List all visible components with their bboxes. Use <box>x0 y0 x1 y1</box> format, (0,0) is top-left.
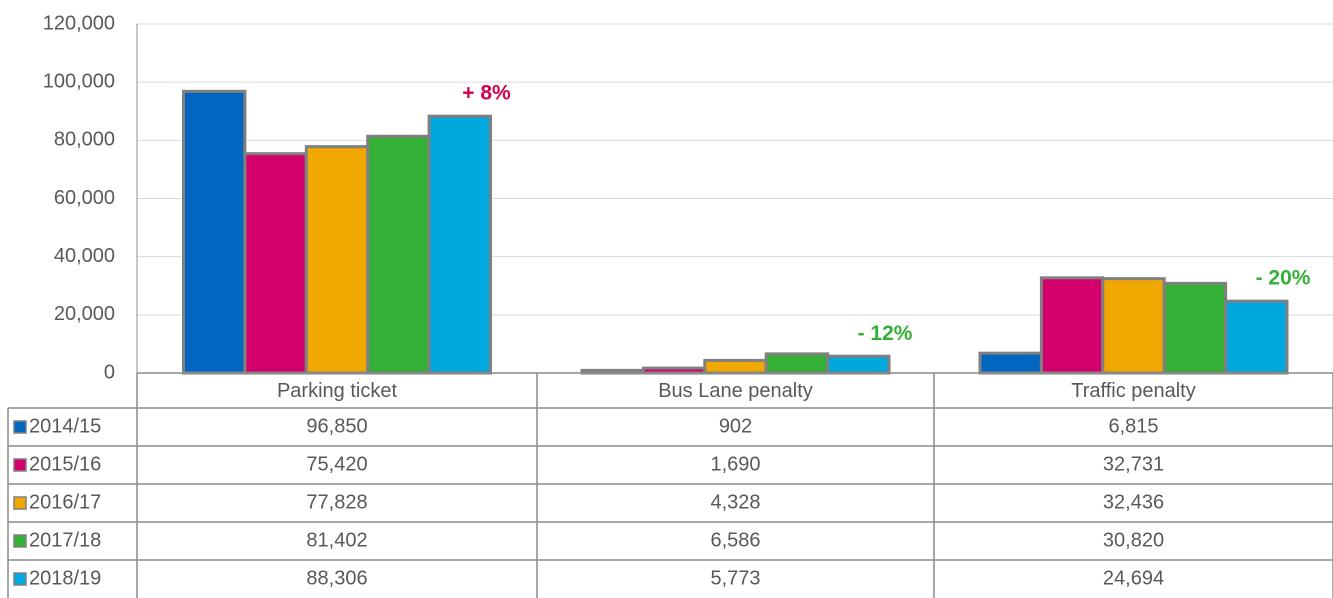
y-tick-label: 100,000 <box>43 70 115 92</box>
y-tick-label: 40,000 <box>54 245 115 267</box>
table-value: 6,586 <box>710 529 760 551</box>
table-value: 96,850 <box>306 415 367 437</box>
table-value: 24,694 <box>1103 567 1164 589</box>
table-value: 30,820 <box>1103 529 1164 551</box>
table-value: 902 <box>719 415 752 437</box>
table-value: 32,436 <box>1103 491 1164 513</box>
table-value: 88,306 <box>306 567 367 589</box>
bar <box>1162 281 1228 375</box>
table-value: 1,690 <box>710 453 760 475</box>
legend-label: 2016/17 <box>29 491 101 513</box>
bar <box>243 152 308 375</box>
x-tick-label: Bus Lane penalty <box>658 380 813 402</box>
table-value: 81,402 <box>306 529 367 551</box>
legend-key <box>13 534 27 548</box>
table-value: 77,828 <box>306 491 367 513</box>
legend-label: 2018/19 <box>29 567 101 589</box>
annotation: - 12% <box>858 322 913 345</box>
bar <box>1101 277 1166 375</box>
bar <box>703 358 768 375</box>
y-tick-label: 20,000 <box>54 303 115 325</box>
x-tick-label: Traffic penalty <box>1071 380 1196 402</box>
y-tick-label: 0 <box>104 361 115 383</box>
table-value: 5,773 <box>710 567 760 589</box>
y-tick-label: 120,000 <box>43 12 115 34</box>
bar <box>978 351 1043 375</box>
annotation: + 8% <box>462 82 511 105</box>
legend-key <box>13 420 27 434</box>
bar <box>304 145 370 375</box>
legend-label: 2014/15 <box>29 415 101 437</box>
bar <box>427 114 493 375</box>
y-tick-label: 80,000 <box>54 129 115 151</box>
bar <box>1224 299 1289 375</box>
legend-label: 2017/18 <box>29 529 101 551</box>
legend-key <box>13 496 27 510</box>
y-tick-label: 60,000 <box>54 187 115 209</box>
bar <box>1039 276 1105 375</box>
x-tick-label: Parking ticket <box>277 380 397 402</box>
table-value: 4,328 <box>710 491 760 513</box>
table-value: 32,731 <box>1103 453 1164 475</box>
annotation: - 20% <box>1256 267 1311 290</box>
legend-key <box>13 572 27 586</box>
legend-label: 2015/16 <box>29 453 101 475</box>
bar <box>764 352 830 375</box>
bar <box>826 354 891 375</box>
bar <box>366 134 431 375</box>
legend-key <box>13 458 27 472</box>
table-value: 75,420 <box>306 453 367 475</box>
table-value: 6,815 <box>1108 415 1158 437</box>
bar <box>182 89 247 375</box>
